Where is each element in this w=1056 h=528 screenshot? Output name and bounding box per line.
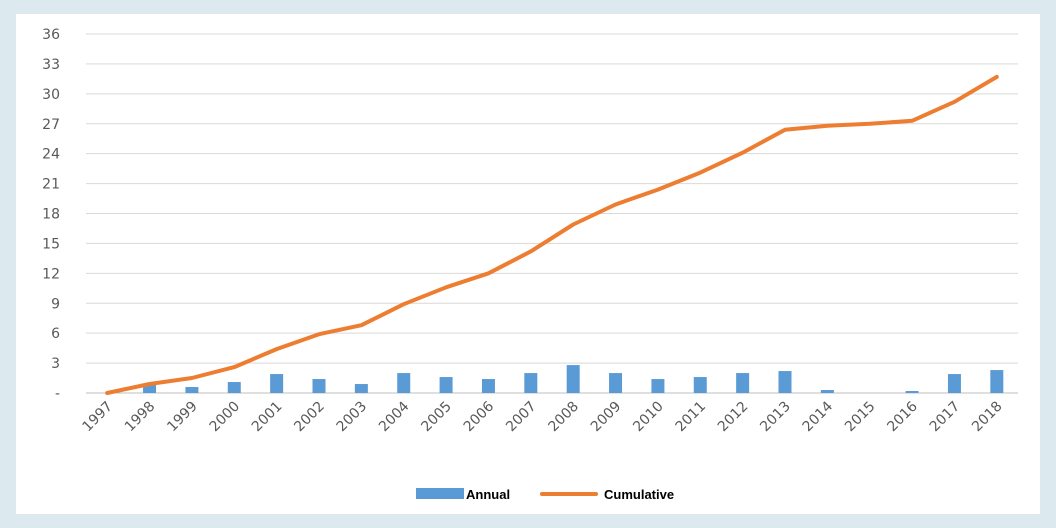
- bar-annual-2005: [439, 377, 453, 393]
- x-tick-label: 2008: [545, 399, 582, 436]
- cumulative-line-group: [105, 74, 999, 395]
- bar-annual-2018: [990, 370, 1004, 393]
- x-axis-ticks: 1997 1998 1999 2000 2001 2002 2003 2004 2005 2006…: [79, 398, 1005, 435]
- x-tick-label: 2015: [842, 399, 879, 436]
- bar-annual-2013: [778, 371, 792, 393]
- y-tick-label: 9: [51, 296, 60, 312]
- y-tick-label: -: [55, 386, 60, 402]
- bar-annual-2014: [820, 390, 834, 393]
- x-tick-label: 2003: [334, 399, 371, 436]
- bar-annual-2017: [947, 374, 961, 393]
- x-tick-label: 2017: [927, 399, 964, 436]
- x-tick-label: 2006: [461, 398, 498, 435]
- gridlines: [86, 33, 1018, 394]
- y-tick-label: 30: [42, 87, 60, 103]
- bar-annual-2001: [270, 374, 284, 393]
- bar-annual-2007: [524, 373, 538, 393]
- bar-annual-2009: [609, 373, 623, 393]
- x-tick-label: 2010: [630, 399, 667, 436]
- y-tick-label: 21: [42, 177, 60, 193]
- legend: Annual Cumulative: [416, 487, 674, 502]
- x-tick-label: 1998: [122, 399, 159, 436]
- y-tick-label: 6: [51, 326, 60, 342]
- bar-annual-2002: [312, 379, 326, 393]
- y-tick-label: 3: [51, 356, 60, 372]
- y-tick-label: 36: [42, 27, 60, 43]
- x-tick-label: 2009: [588, 399, 625, 436]
- x-tick-label: 2014: [800, 398, 837, 435]
- bar-annual-2016: [905, 391, 919, 393]
- bar-annual-1999: [185, 387, 199, 393]
- y-tick-label: 15: [42, 236, 60, 252]
- x-tick-label: 2012: [715, 399, 752, 436]
- x-tick-label: 2005: [418, 399, 455, 436]
- y-tick-label: 33: [42, 57, 60, 73]
- x-tick-label: 2002: [291, 399, 328, 436]
- bar-annual-2012: [736, 373, 750, 393]
- bar-annual-1998: [143, 384, 157, 393]
- cumulative-line: [105, 74, 999, 395]
- bar-annual-2006: [481, 379, 495, 393]
- x-tick-label: 2018: [969, 399, 1006, 436]
- chart-frame: -3 6 9 12 15 18 21 24 27 30 33 36 1997 1998 1999 2000 2…: [16, 14, 1040, 514]
- legend-swatch-annual: [416, 488, 464, 499]
- y-tick-label: 18: [42, 207, 60, 223]
- bar-annual-2000: [227, 382, 241, 393]
- bar-annual-2011: [693, 377, 707, 393]
- x-tick-label: 2007: [503, 399, 540, 436]
- bar-annual-2003: [354, 384, 368, 393]
- y-tick-label: 27: [42, 117, 60, 133]
- legend-label-cumulative: Cumulative: [604, 487, 674, 502]
- annual-bars: [143, 365, 1004, 393]
- legend-label-annual: Annual: [466, 487, 510, 502]
- bar-annual-2010: [651, 379, 665, 393]
- x-tick-label: 2016: [884, 398, 921, 435]
- bar-annual-2008: [566, 365, 580, 393]
- x-tick-label: 2000: [207, 399, 244, 436]
- y-tick-label: 24: [42, 147, 60, 163]
- y-tick-label: 12: [42, 266, 60, 282]
- x-tick-label: 2001: [249, 399, 286, 436]
- bar-annual-2004: [397, 373, 411, 393]
- x-tick-label: 2004: [376, 398, 413, 435]
- x-tick-label: 1997: [79, 399, 116, 436]
- x-tick-label: 2011: [673, 399, 710, 436]
- x-tick-label: 2013: [757, 399, 794, 436]
- x-tick-label: 1999: [164, 399, 201, 436]
